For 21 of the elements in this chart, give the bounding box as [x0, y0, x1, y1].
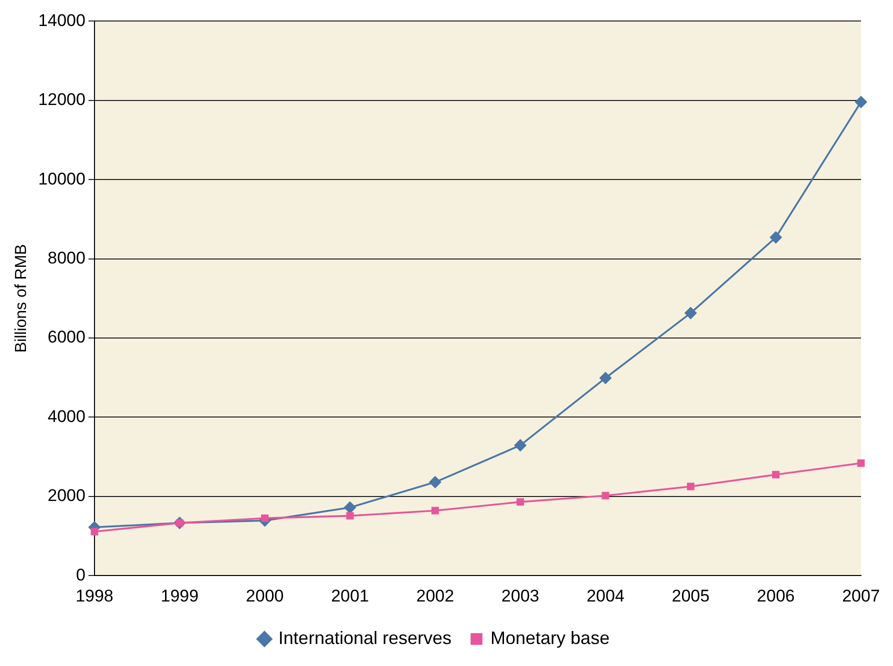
- x-tick-label: 2002: [416, 586, 454, 606]
- x-tick-label: 2007: [842, 586, 880, 606]
- x-tick-label: 2003: [501, 586, 540, 606]
- y-tick-label: 4000: [48, 406, 86, 426]
- y-tick-label: 2000: [48, 486, 86, 506]
- x-tick-label: 2000: [246, 586, 284, 606]
- x-tick-label: 2001: [331, 586, 369, 606]
- y-tick-label: 8000: [48, 248, 86, 268]
- x-tick-label: 2006: [756, 586, 795, 606]
- x-tick-label: 1998: [76, 586, 114, 606]
- x-tick-label: 2004: [586, 586, 624, 606]
- legend-label: International reserves: [278, 628, 452, 648]
- y-tick-label: 0: [76, 565, 86, 584]
- y-tick-label: 10000: [38, 169, 86, 188]
- x-tick-label: 2005: [672, 586, 710, 606]
- y-axis-title: Billions of RMB: [13, 244, 30, 353]
- y-tick-label: 12000: [38, 90, 86, 110]
- y-tick-label: 14000: [38, 10, 86, 30]
- legend-label: Monetary base: [490, 628, 610, 648]
- y-tick-label: 6000: [48, 328, 86, 347]
- x-tick-label: 1999: [160, 586, 199, 606]
